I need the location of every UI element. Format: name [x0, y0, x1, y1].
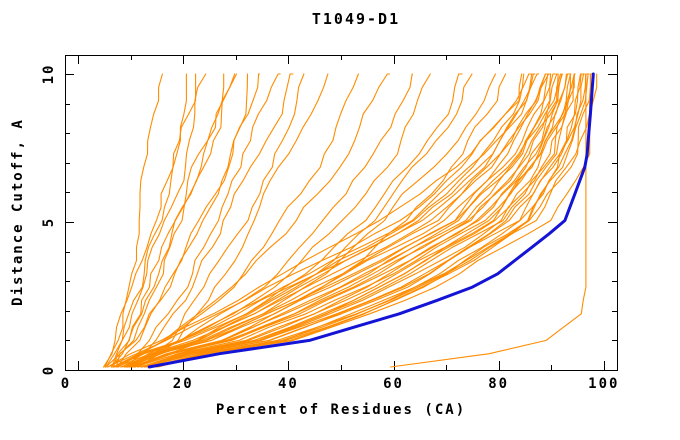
x-tick-label: 40: [277, 376, 299, 392]
x-axis-title: Percent of Residues (CA): [215, 402, 467, 418]
chart-title: T1049-D1: [311, 10, 401, 28]
y-tick-label: 10: [41, 63, 57, 85]
y-tick-label: 0: [41, 364, 57, 376]
x-tick-label: 100: [588, 376, 620, 392]
x-tick-label: 60: [383, 376, 404, 392]
y-axis-title: Distance Cutoff, A: [10, 118, 26, 306]
y-tick-label: 5: [41, 216, 57, 228]
x-tick-label: 20: [172, 376, 194, 392]
x-tick-label: 80: [488, 376, 510, 392]
x-tick-label: 0: [60, 376, 72, 392]
